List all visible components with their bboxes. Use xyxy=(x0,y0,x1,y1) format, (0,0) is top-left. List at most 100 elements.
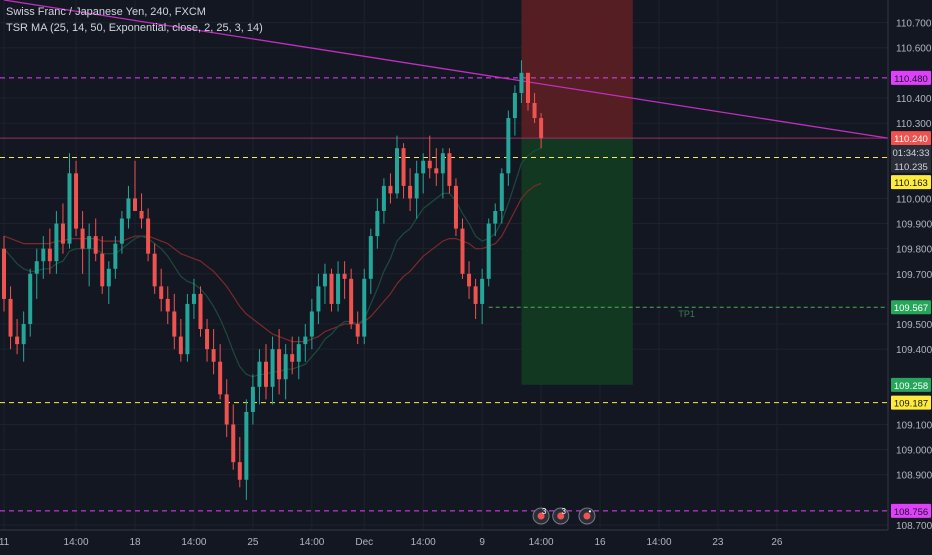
candle-body xyxy=(8,298,13,337)
x-tick-label: 14:00 xyxy=(411,537,436,548)
stop-loss-zone[interactable] xyxy=(521,0,633,139)
x-tick-label: 23 xyxy=(712,537,724,548)
candle-body xyxy=(211,349,216,362)
candle-body xyxy=(113,243,118,269)
candle-body xyxy=(67,173,72,244)
candle-body xyxy=(303,336,308,345)
candle-body xyxy=(506,118,511,174)
candle-body xyxy=(198,293,203,330)
candle-body xyxy=(349,278,354,325)
candle-body xyxy=(362,278,367,337)
candle-body xyxy=(388,185,393,194)
candle-body xyxy=(467,273,472,287)
candle-body xyxy=(480,278,485,304)
x-tick-label: Dec xyxy=(355,537,373,548)
candle-body xyxy=(93,236,98,254)
candle-body xyxy=(224,394,229,425)
candle-body xyxy=(355,324,360,337)
price-tag-text: 110.240 xyxy=(894,134,928,145)
candle-body xyxy=(47,248,52,262)
time-axis-panel[interactable] xyxy=(0,530,932,550)
candle-body xyxy=(440,153,445,174)
candle-body xyxy=(519,72,524,93)
y-tick-label: 108.900 xyxy=(896,471,932,482)
candle-body xyxy=(264,361,268,387)
candle-body xyxy=(257,361,262,387)
candle-body xyxy=(172,311,177,337)
candle-body xyxy=(218,361,223,395)
candle-body xyxy=(421,160,426,174)
price-axis-panel[interactable] xyxy=(888,0,932,530)
candle-body xyxy=(250,386,255,412)
candle-body xyxy=(368,236,373,279)
candle-body xyxy=(336,273,341,304)
candle-body xyxy=(447,153,452,186)
horizontal-lines[interactable]: TP1 xyxy=(0,77,888,512)
y-tick-label: 110.000 xyxy=(896,194,932,205)
event-marker-count: 3 xyxy=(562,507,567,516)
price-tag-text: 110.235 xyxy=(894,162,928,173)
candle-body xyxy=(87,236,92,249)
candle-body xyxy=(460,228,465,274)
x-tick-label: 14:00 xyxy=(64,537,89,548)
y-tick-label: 109.500 xyxy=(896,320,932,331)
trendline-layer[interactable] xyxy=(3,0,889,139)
candle-body xyxy=(277,349,282,380)
candle-body xyxy=(283,354,288,380)
candle-body xyxy=(526,72,530,103)
candle-body xyxy=(80,228,85,249)
candle-body xyxy=(74,173,79,229)
candle-body xyxy=(106,268,111,287)
candle-body xyxy=(309,311,314,337)
candle-body xyxy=(231,424,236,463)
chart-legend[interactable]: Swiss Franc / Japanese Yen, 240, FXCM TS… xyxy=(6,4,263,36)
candle-body xyxy=(395,148,399,194)
candle-body xyxy=(119,218,124,244)
x-tick-label: 14:00 xyxy=(646,537,671,548)
candle-body xyxy=(381,185,386,211)
x-tick-label: 26 xyxy=(771,537,783,548)
y-tick-label: 108.700 xyxy=(896,521,932,532)
price-tag-countdown xyxy=(891,158,931,173)
candle-body xyxy=(126,198,131,219)
price-tag-red xyxy=(891,131,931,146)
candle-body xyxy=(493,210,498,224)
candle-body xyxy=(205,329,210,350)
price-tag-green xyxy=(891,377,931,392)
candle-body xyxy=(60,223,65,244)
y-tick-label: 109.900 xyxy=(896,220,932,231)
candle-body xyxy=(146,218,151,254)
candle-body xyxy=(532,102,537,119)
ma-line-red xyxy=(3,182,542,343)
price-tag-text: 109.258 xyxy=(894,381,928,392)
candle-body xyxy=(178,336,183,355)
candle-body xyxy=(539,118,544,139)
candle-body xyxy=(342,273,347,279)
symbol-title[interactable]: Swiss Franc / Japanese Yen, 240, FXCM xyxy=(6,6,206,18)
position-zones[interactable] xyxy=(521,0,633,385)
price-tag-magenta xyxy=(891,70,931,85)
y-tick-label: 109.100 xyxy=(896,421,932,432)
candle-body xyxy=(473,286,478,304)
y-tick-label: 109.400 xyxy=(896,345,932,356)
tp1-label: TP1 xyxy=(678,309,695,319)
x-tick-label: 25 xyxy=(247,537,259,548)
candle-body xyxy=(316,286,321,312)
candle-body xyxy=(185,303,190,355)
price-tag-text: 110.480 xyxy=(894,74,928,85)
price-tag-text: 01:34:33 xyxy=(893,148,930,159)
event-marker-count: • xyxy=(589,507,592,516)
indicator-label[interactable]: TSR MA (25, 14, 50, Exponential, close, … xyxy=(6,22,263,34)
candle-body xyxy=(100,253,105,287)
candle-body xyxy=(322,273,327,287)
take-profit-zone[interactable] xyxy=(521,138,633,385)
trendline[interactable] xyxy=(3,0,889,139)
event-markers[interactable]: 3 3 • xyxy=(532,507,596,525)
x-tick-label: 14:00 xyxy=(181,537,206,548)
candle-body xyxy=(290,354,295,362)
candle-body xyxy=(486,223,491,279)
